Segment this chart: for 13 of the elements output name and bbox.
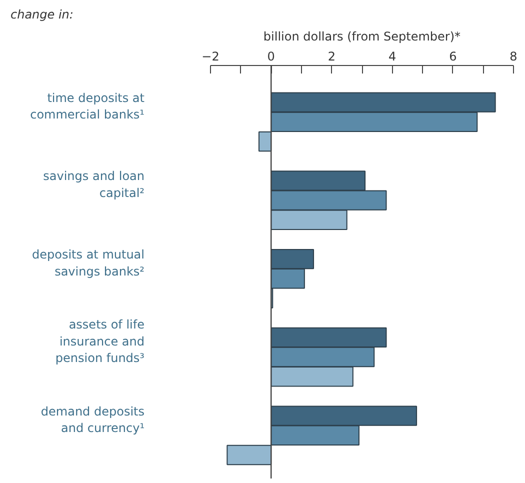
y-tick-label: deposits at mutual savings banks² <box>32 248 145 278</box>
text: change in: <box>10 8 74 22</box>
x-tick-label: 4 <box>388 50 396 64</box>
x-tick-label: 6 <box>449 50 457 64</box>
y-tick-label: savings and loan capital² <box>43 169 145 200</box>
x-tick-label: 0 <box>267 50 275 64</box>
y-tick-label: demand deposits and currency¹ <box>40 404 145 436</box>
x-tick-label: 2 <box>328 50 336 64</box>
y-tick-label: assets of life insurance and pension funds³ <box>55 318 145 366</box>
x-axis-title: billion dollars (from September)* <box>263 30 461 44</box>
x-tick-label: −2 <box>202 50 220 64</box>
x-tick-label: 8 <box>510 50 518 64</box>
y-tick-label: time deposits at commercial banks¹ <box>30 90 145 122</box>
